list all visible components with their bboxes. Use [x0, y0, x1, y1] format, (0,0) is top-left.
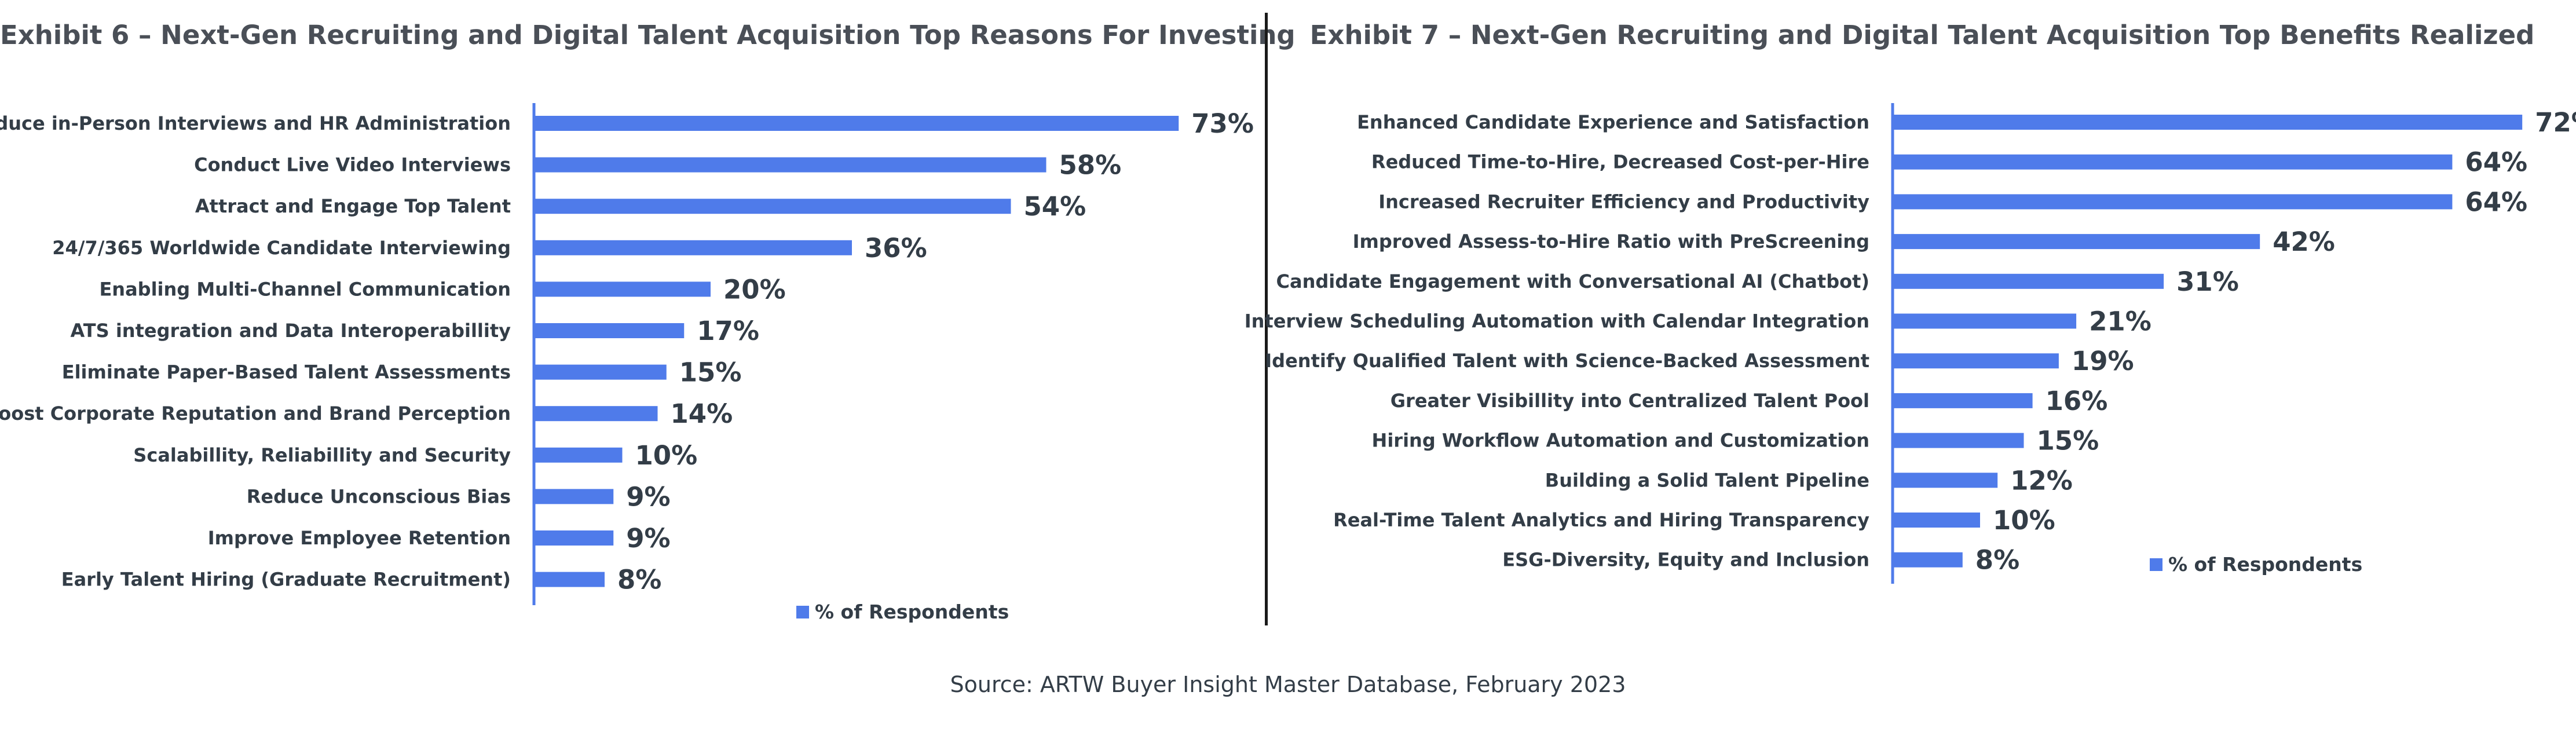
data-label: 58% — [1059, 150, 1122, 181]
category-label: Reduce Unconscious Bias — [247, 485, 511, 507]
data-label: 8% — [617, 565, 661, 595]
bar — [534, 323, 685, 338]
chart-title: Exhibit 6 – Next-Gen Recruiting and Digi… — [0, 20, 1296, 50]
data-label: 21% — [2089, 306, 2151, 337]
legend-swatch — [796, 606, 809, 618]
bar — [1893, 393, 2033, 408]
bar — [1893, 194, 2453, 210]
bar — [534, 364, 667, 380]
data-label: 15% — [2037, 426, 2099, 456]
category-label: Boost Corporate Reputation and Brand Per… — [0, 402, 511, 424]
chart-title: Exhibit 7 – Next-Gen Recruiting and Digi… — [1309, 20, 2535, 50]
bar — [1893, 552, 1963, 568]
category-label: Candidate Engagement with Conversational… — [1276, 270, 1869, 292]
bar — [534, 447, 623, 463]
category-label: Conduct Live Video Interviews — [194, 154, 511, 176]
category-label: Real-Time Talent Analytics and Hiring Tr… — [1333, 509, 1869, 531]
category-label: Increased Recruiter Efficiency and Produ… — [1378, 191, 1869, 213]
data-label: 14% — [671, 398, 733, 429]
exhibit-6-panel: Exhibit 6 – Next-Gen Recruiting and Digi… — [0, 0, 1296, 637]
category-label: Improved Assess-to-Hire Ratio with PreSc… — [1353, 230, 1869, 252]
data-label: 10% — [1993, 505, 2055, 536]
exhibit-7-chart: Enhanced Candidate Experience and Satisf… — [1245, 103, 2576, 584]
data-label: 73% — [1191, 108, 1254, 139]
data-label: 8% — [1975, 545, 2019, 576]
data-label: 12% — [2010, 465, 2073, 496]
legend-label: % of Respondents — [2168, 553, 2362, 576]
bar — [534, 572, 605, 587]
data-label: 15% — [679, 357, 742, 388]
data-label: 17% — [697, 316, 759, 346]
category-label: ESG-Diversity, Equity and Inclusion — [1502, 549, 1869, 571]
data-label: 64% — [2465, 147, 2527, 178]
exhibit-7-panel: Exhibit 7 – Next-Gen Recruiting and Digi… — [1245, 0, 2576, 637]
bar — [534, 489, 614, 504]
source-note: Source: ARTW Buyer Insight Master Databa… — [950, 672, 1626, 697]
category-label: Scalabillity, Reliabillity and Security — [133, 444, 511, 466]
bar — [1893, 433, 2024, 448]
bar — [1893, 473, 1998, 488]
data-label: 72% — [2535, 107, 2576, 138]
bar — [534, 116, 1179, 131]
category-label: Attract and Engage Top Talent — [195, 195, 511, 217]
bar — [1893, 154, 2453, 170]
category-label: Building a Solid Talent Pipeline — [1545, 469, 1869, 491]
data-label: 9% — [626, 481, 670, 512]
category-label: Enhanced Candidate Experience and Satisf… — [1357, 111, 1869, 133]
bar — [534, 530, 614, 546]
category-label: Greater Visibillity into Centralized Tal… — [1391, 390, 1869, 412]
bar — [534, 406, 658, 422]
category-label: ATS integration and Data Interoperabilli… — [71, 320, 511, 342]
data-label: 31% — [2176, 266, 2239, 297]
category-label: Early Talent Hiring (Graduate Recruitmen… — [61, 569, 511, 591]
category-label: Hiring Workflow Automation and Customiza… — [1372, 430, 1869, 452]
bar — [1893, 313, 2077, 329]
exhibit-6-chart: Reduce in-Person Interviews and HR Admin… — [0, 103, 1254, 623]
bar — [534, 199, 1011, 214]
bar — [1893, 234, 2260, 250]
bar — [1893, 353, 2059, 369]
bar — [534, 240, 852, 255]
data-label: 9% — [626, 523, 670, 554]
category-label: Enabling Multi-Channel Communication — [99, 278, 511, 300]
category-label: Improve Employee Retention — [208, 527, 511, 549]
bar — [534, 157, 1046, 173]
category-label: Reduce in-Person Interviews and HR Admin… — [0, 112, 511, 134]
data-label: 20% — [723, 274, 786, 305]
bar — [1893, 273, 2164, 289]
legend-swatch — [2150, 558, 2162, 571]
category-label: Eliminate Paper-Based Talent Assessments — [62, 361, 511, 383]
data-label: 36% — [865, 233, 927, 263]
bar — [1893, 115, 2523, 130]
bar — [534, 281, 711, 297]
data-label: 19% — [2072, 346, 2134, 376]
category-label: Interview Scheduling Automation with Cal… — [1245, 310, 1869, 332]
category-label: Identify Qualified Talent with Science-B… — [1265, 350, 1869, 372]
category-label: 24/7/365 Worldwide Candidate Interviewin… — [52, 237, 511, 259]
data-label: 64% — [2465, 186, 2527, 217]
data-label: 42% — [2273, 226, 2335, 257]
data-label: 54% — [1024, 191, 1086, 222]
category-label: Reduced Time-to-Hire, Decreased Cost-per… — [1371, 151, 1869, 173]
panel-divider — [1265, 13, 1268, 625]
data-label: 10% — [635, 440, 698, 471]
bar — [1893, 513, 1980, 528]
data-label: 16% — [2046, 386, 2108, 416]
legend-label: % of Respondents — [815, 601, 1009, 623]
